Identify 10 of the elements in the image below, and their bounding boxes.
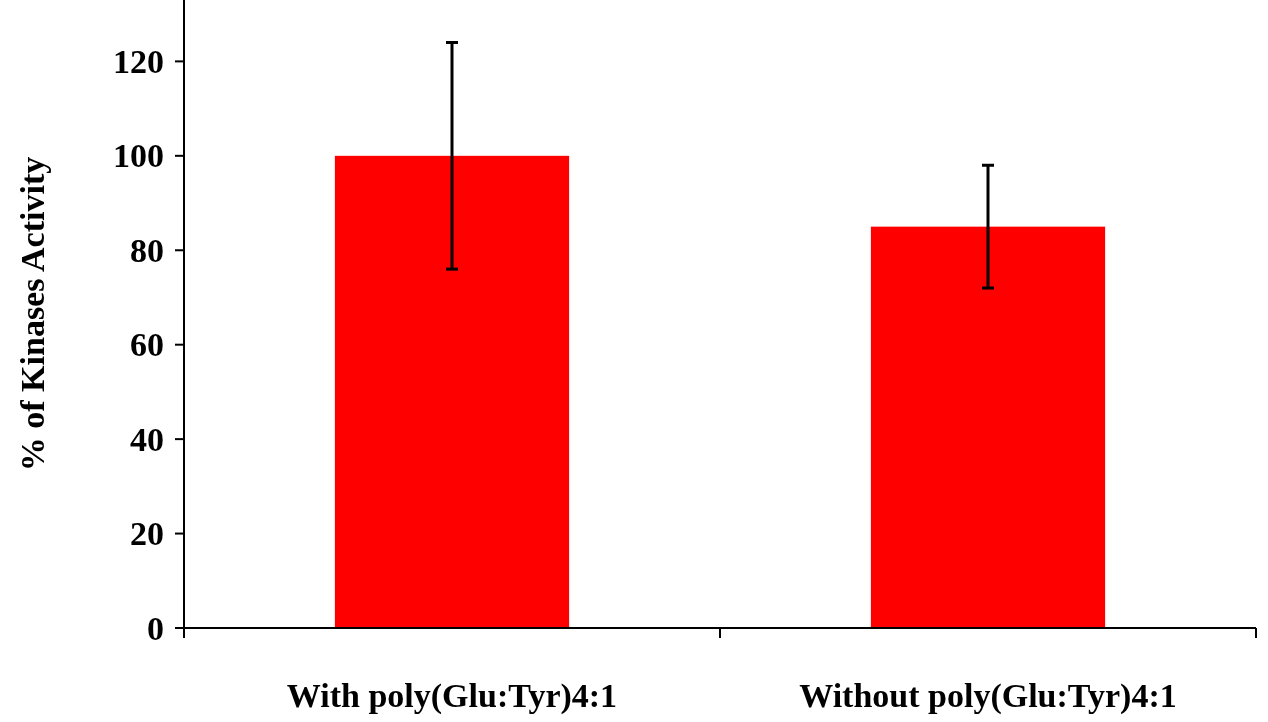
y-tick-label: 40 [130, 420, 164, 458]
y-tick-label: 20 [130, 515, 164, 553]
y-tick-label: 100 [113, 137, 164, 175]
y-tick-label: 60 [130, 326, 164, 364]
y-tick-label: 120 [113, 42, 164, 80]
y-tick-label: 80 [130, 231, 164, 269]
x-tick-label: Without poly(Glu:Tyr)4:1 [799, 676, 1177, 715]
x-tick-label: With poly(Glu:Tyr)4:1 [286, 676, 618, 715]
y-axis-title: % of Kinases Activity [13, 156, 51, 472]
y-tick-label: 0 [147, 609, 164, 647]
